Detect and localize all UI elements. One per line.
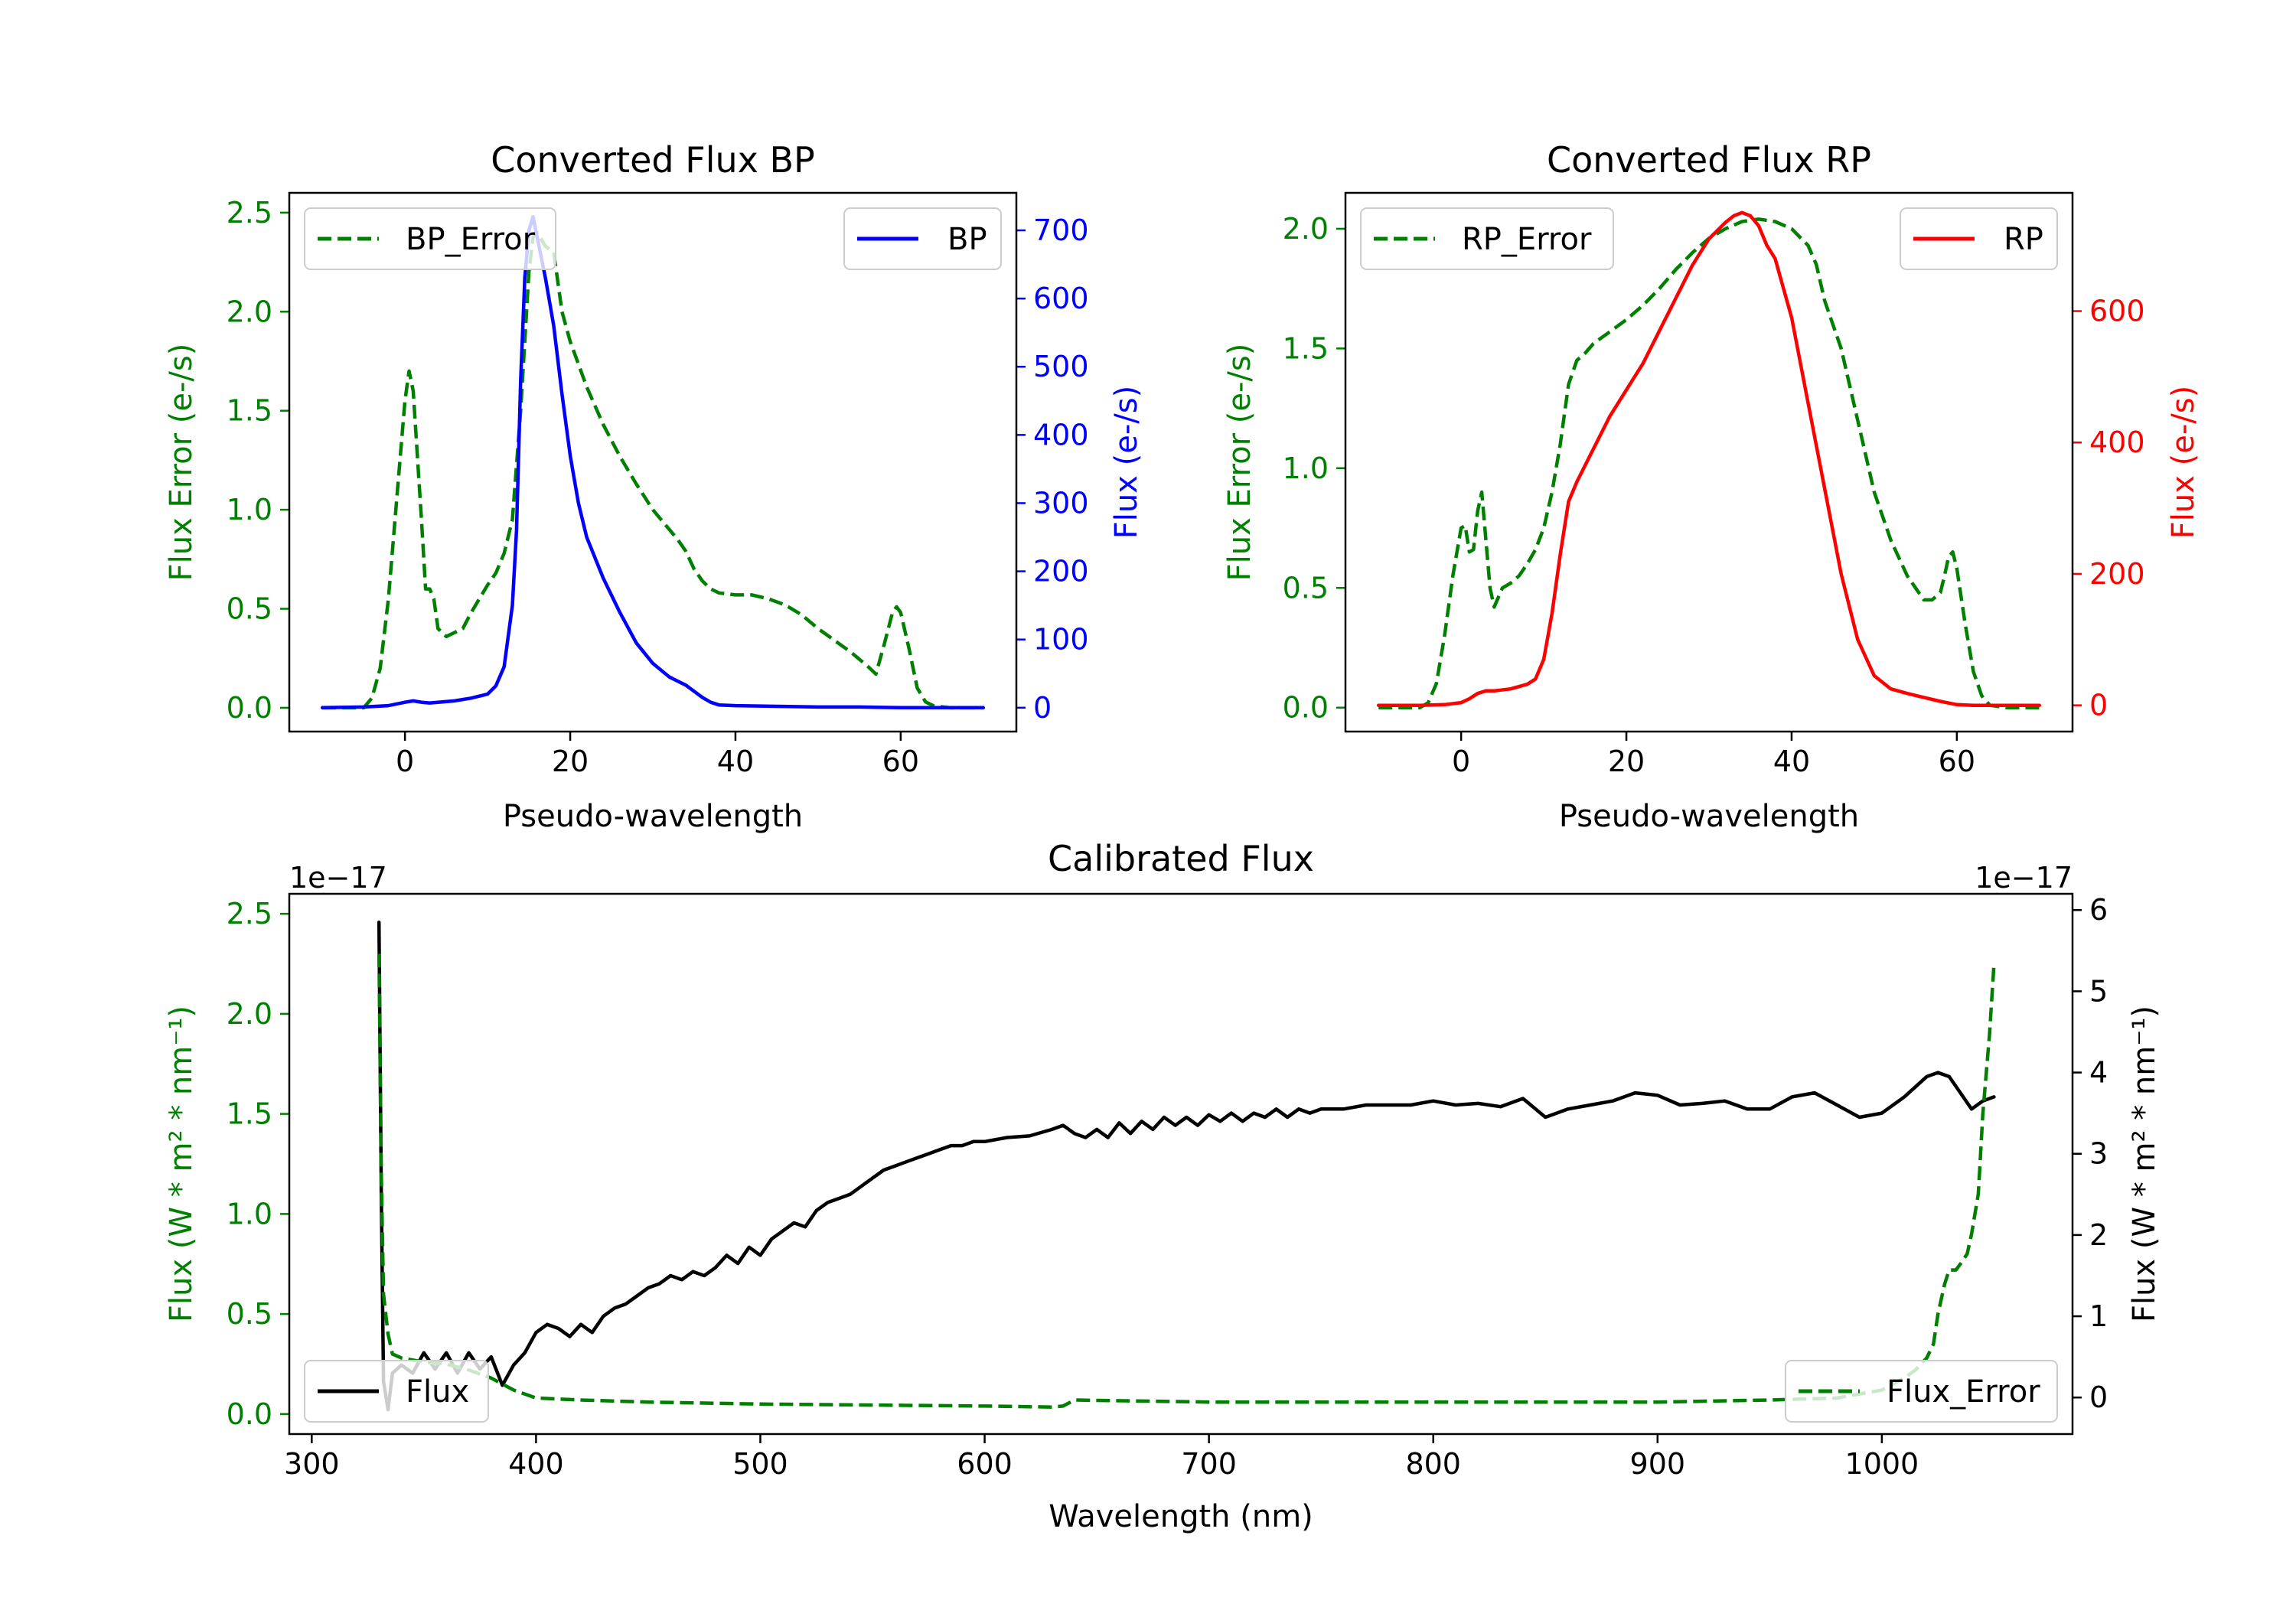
cal-axes-frame (288, 892, 2074, 1436)
cal-x-tick-label: 600 (957, 1447, 1013, 1481)
cal-offset-right: 1e−17 (1975, 861, 2073, 895)
cal-y-right-tick-label: 2 (2089, 1218, 2108, 1252)
bp-y-left-tick-label: 1.5 (227, 394, 272, 428)
bp-y-left-tick-label: 0.5 (227, 592, 272, 626)
rp-y-right-label: Flux (e-/s) (2166, 386, 2201, 539)
bp-title: Converted Flux BP (491, 139, 815, 181)
bp-y-right-tick-label: 300 (1033, 486, 1089, 520)
cal-series-flux-error (377, 953, 1996, 1409)
rp-y-left-tick-label: 1.5 (1283, 331, 1329, 365)
cal-y-right-tick-label: 4 (2089, 1056, 2108, 1090)
cal-y-right-tick-label: 0 (2089, 1380, 2108, 1414)
bp-y-left-tick-label: 0.0 (227, 691, 272, 725)
cal-x-tick-label: 800 (1405, 1447, 1461, 1481)
cal-x-tick-label: 1000 (1845, 1447, 1919, 1481)
bp-y-right-tick-label: 200 (1033, 555, 1089, 588)
bp-x-label: Pseudo-wavelength (503, 799, 803, 834)
bp-y-right-tick-label: 600 (1033, 282, 1089, 315)
bp-y-right-tick-label: 700 (1033, 214, 1089, 247)
cal-y-right-tick-label: 6 (2089, 893, 2108, 927)
cal-legend-flux: Flux (304, 1360, 489, 1423)
bp-y-right-label: Flux (e-/s) (1109, 386, 1144, 539)
bp-y-left-tick-label: 2.0 (227, 295, 272, 328)
bp-axes-frame (288, 191, 1018, 733)
cal-y-left-tick-label: 2.5 (227, 897, 272, 931)
calibrated-panel: Calibrated Flux 1e−17 1e−17 300 400 500 600… (164, 838, 2162, 1534)
rp-title: Converted Flux RP (1547, 139, 1871, 181)
cal-y-left-tick-label: 2.0 (227, 997, 272, 1031)
rp-x-tick-label: 20 (1608, 745, 1645, 778)
rp-y-right-tick-label: 400 (2089, 425, 2145, 459)
bp-y-left-tick-label: 1.0 (227, 493, 272, 526)
bp-series-bp-error (322, 230, 983, 710)
rp-series-rp (1376, 210, 2042, 707)
rp-y-left-tick-label: 1.0 (1283, 451, 1329, 485)
bp-legend-error-label: BP_Error (406, 222, 536, 257)
cal-y-right-label: Flux (W * m² * nm⁻¹) (2127, 1006, 2162, 1322)
rp-y-left-tick-label: 0.0 (1283, 691, 1329, 725)
cal-legend-error-label: Flux_Error (1887, 1374, 2040, 1410)
cal-y-left-tick-label: 1.5 (227, 1097, 272, 1131)
cal-y-left-tick-label: 1.0 (227, 1197, 272, 1231)
bp-series-bp (320, 214, 986, 710)
rp-y-left-label: Flux Error (e-/s) (1222, 344, 1257, 582)
rp-y-right-tick-label: 0 (2089, 689, 2108, 722)
rp-axes-frame (1344, 191, 2074, 733)
rp-y-left-tick-label: 2.0 (1283, 212, 1329, 246)
bp-y-left-tick-label: 2.5 (227, 196, 272, 230)
cal-y-right-tick-label: 3 (2089, 1137, 2108, 1171)
rp-legend-error: RP_Error (1360, 207, 1614, 270)
bp-y-right-tick-label: 100 (1033, 623, 1089, 657)
bp-x-tick-label: 60 (882, 745, 919, 778)
cal-legend-error: Flux_Error (1785, 1360, 2058, 1423)
cal-y-right-tick-label: 1 (2089, 1299, 2108, 1333)
bp-x-tick-label: 40 (717, 745, 754, 778)
cal-legend-flux-label: Flux (406, 1374, 469, 1410)
cal-x-tick-label: 400 (508, 1447, 564, 1481)
bp-y-left-label: Flux Error (e-/s) (164, 344, 199, 582)
rp-y-right-tick-label: 200 (2089, 557, 2145, 591)
rp-x-tick-label: 60 (1939, 745, 1975, 778)
cal-x-tick-label: 500 (732, 1447, 788, 1481)
bp-y-right-tick-label: 500 (1033, 350, 1089, 383)
rp-x-label: Pseudo-wavelength (1559, 799, 1859, 834)
rp-y-right-tick-label: 600 (2089, 295, 2145, 328)
bp-y-right-tick-label: 0 (1033, 691, 1052, 725)
bp-panel: Converted Flux BP 0 20 40 60 0.0 0.5 1.0 1.5 2.0… (164, 139, 1144, 834)
cal-title: Calibrated Flux (1048, 838, 1314, 879)
cal-x-label: Wavelength (nm) (1049, 1499, 1313, 1534)
bp-legend-flux: BP (843, 207, 1002, 270)
cal-offset-left: 1e−17 (289, 861, 387, 895)
cal-x-tick-label: 300 (284, 1447, 340, 1481)
bp-legend-flux-label: BP (947, 222, 987, 257)
bp-x-tick-label: 20 (552, 745, 589, 778)
cal-x-tick-label: 700 (1181, 1447, 1237, 1481)
cal-y-left-tick-label: 0.0 (227, 1397, 272, 1431)
cal-x-tick-label: 900 (1630, 1447, 1686, 1481)
rp-series-rp-error (1378, 217, 2040, 709)
rp-x-tick-label: 40 (1773, 745, 1810, 778)
cal-y-right-tick-label: 5 (2089, 974, 2108, 1008)
rp-legend-flux: RP (1900, 207, 2058, 270)
rp-panel: Converted Flux RP 0 20 40 60 0.0 0.5 1.0 1.5 2.0… (1222, 139, 2201, 834)
bp-legend-error: BP_Error (304, 207, 556, 270)
cal-y-left-tick-label: 0.5 (227, 1297, 272, 1331)
rp-y-left-tick-label: 0.5 (1283, 571, 1329, 605)
rp-x-tick-label: 0 (1452, 745, 1470, 778)
rp-legend-flux-label: RP (2004, 222, 2043, 257)
cal-y-left-label: Flux (W * m² * nm⁻¹) (164, 1006, 199, 1322)
bp-x-tick-label: 0 (396, 745, 414, 778)
rp-legend-error-label: RP_Error (1462, 222, 1592, 257)
bp-y-right-tick-label: 400 (1033, 418, 1089, 451)
cal-series-flux (377, 920, 1996, 1412)
